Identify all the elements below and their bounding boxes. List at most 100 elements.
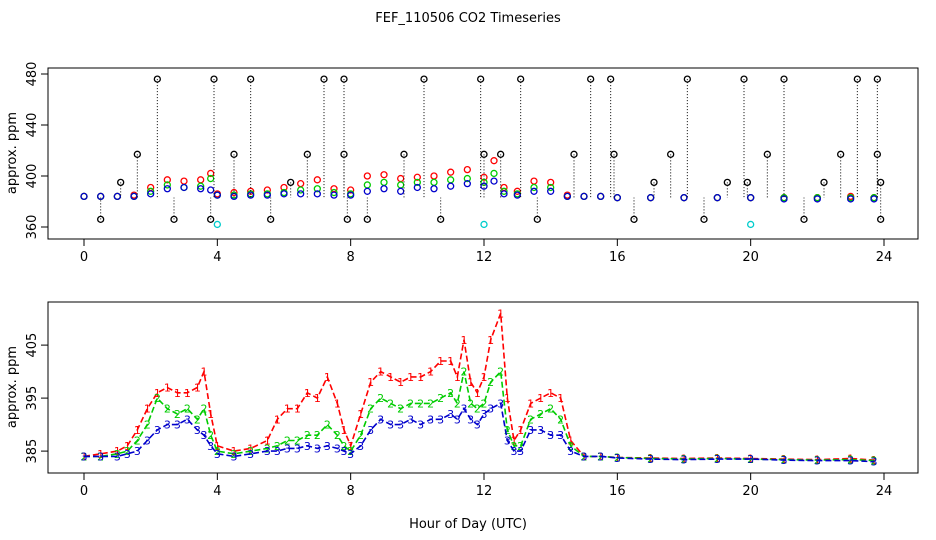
series-marker: 1 xyxy=(474,387,481,400)
data-point xyxy=(340,75,348,83)
data-point xyxy=(80,192,88,201)
series-marker: 3 xyxy=(284,442,291,455)
series-marker: 3 xyxy=(781,454,788,467)
series-marker: 1 xyxy=(314,392,321,405)
data-point xyxy=(347,186,355,194)
data-point xyxy=(320,75,328,83)
x-tick-label: 20 xyxy=(742,484,759,499)
data-point xyxy=(667,150,675,158)
data-point xyxy=(263,191,271,199)
data-point xyxy=(490,177,498,185)
bottom-y-axis: 385 395 405 xyxy=(25,333,48,464)
series-marker: 2 xyxy=(334,429,341,442)
series-marker: 1 xyxy=(387,371,394,384)
series-marker: 1 xyxy=(407,371,414,384)
y-tick-label: 400 xyxy=(25,164,40,189)
series-marker: 3 xyxy=(247,448,254,461)
top-y-axis-label: approx. ppm xyxy=(5,112,20,194)
data-point xyxy=(230,150,238,158)
data-point xyxy=(853,75,861,83)
data-point xyxy=(313,185,321,193)
data-point xyxy=(313,176,321,184)
data-point xyxy=(740,75,748,83)
data-point xyxy=(480,178,488,187)
data-point xyxy=(563,192,571,201)
data-point xyxy=(650,178,658,187)
series-marker: 3 xyxy=(367,424,374,437)
series-marker: 1 xyxy=(264,435,271,448)
y-tick-label: 480 xyxy=(25,62,40,87)
data-point xyxy=(347,191,355,199)
data-point xyxy=(780,195,788,203)
series-marker: 3 xyxy=(407,413,414,426)
series-marker: 3 xyxy=(437,413,444,426)
series-marker: 2 xyxy=(154,392,161,405)
series-marker: 1 xyxy=(397,376,404,389)
data-point xyxy=(820,178,828,187)
series-marker: 3 xyxy=(274,445,281,458)
data-point xyxy=(447,182,455,190)
series-marker: 1 xyxy=(461,334,468,347)
series-marker: 3 xyxy=(314,442,321,455)
data-point xyxy=(207,215,215,224)
series-marker: 2 xyxy=(714,453,721,466)
y-tick-label: 385 xyxy=(25,439,40,464)
series-marker: 1 xyxy=(437,355,444,368)
series-marker: 3 xyxy=(504,435,511,448)
data-point xyxy=(723,178,731,187)
data-point xyxy=(230,188,238,197)
series-marker: 2 xyxy=(164,403,171,416)
series-marker: 3 xyxy=(527,424,534,437)
series-marker: 3 xyxy=(144,435,151,448)
series-marker: 2 xyxy=(97,450,104,463)
data-point xyxy=(400,150,408,158)
data-point xyxy=(280,190,288,198)
series-marker: 2 xyxy=(517,440,524,453)
data-point xyxy=(513,187,521,195)
series-marker: 1 xyxy=(377,366,384,379)
series-marker: 3 xyxy=(454,413,461,426)
series-marker: 2 xyxy=(511,440,518,453)
series-marker: 3 xyxy=(174,419,181,432)
data-point xyxy=(463,174,471,183)
series-marker: 1 xyxy=(341,424,348,437)
series-marker: 2 xyxy=(847,454,854,467)
data-point xyxy=(630,215,638,224)
series-marker: 2 xyxy=(274,440,281,453)
data-point xyxy=(153,75,161,83)
series-marker: 3 xyxy=(427,413,434,426)
series-marker: 3 xyxy=(847,455,854,468)
data-point xyxy=(363,187,371,195)
series-marker: 3 xyxy=(681,454,688,467)
data-point xyxy=(147,190,155,198)
y-tick-label: 360 xyxy=(25,215,40,240)
data-point xyxy=(420,75,428,83)
data-point xyxy=(97,192,105,201)
data-point xyxy=(870,195,878,203)
data-point xyxy=(813,195,821,203)
series-marker: 2 xyxy=(387,397,394,410)
series-marker: 1 xyxy=(97,448,104,461)
series-marker: 1 xyxy=(194,382,201,395)
series-marker: 3 xyxy=(537,424,544,437)
x-tick-label: 0 xyxy=(80,484,88,499)
data-point xyxy=(490,157,498,165)
series-marker: 2 xyxy=(367,403,374,416)
top-panel-frame xyxy=(47,67,919,240)
series-marker: 1 xyxy=(567,435,574,448)
series-marker: 3 xyxy=(417,419,424,432)
series-marker: 2 xyxy=(207,429,214,442)
series-low xyxy=(213,220,755,229)
series-marker: 3 xyxy=(714,453,721,466)
data-point xyxy=(683,75,691,83)
series-marker: 1 xyxy=(124,440,131,453)
series-marker: 1 xyxy=(357,408,364,421)
x-tick-label: 4 xyxy=(213,484,221,499)
data-point xyxy=(363,215,371,224)
series-marker: 3 xyxy=(294,442,301,455)
series-marker: 2 xyxy=(284,435,291,448)
x-tick-label: 12 xyxy=(476,250,493,265)
series-marker: 1 xyxy=(201,366,208,379)
data-point xyxy=(613,194,621,202)
series-marker: 1 xyxy=(114,445,121,458)
